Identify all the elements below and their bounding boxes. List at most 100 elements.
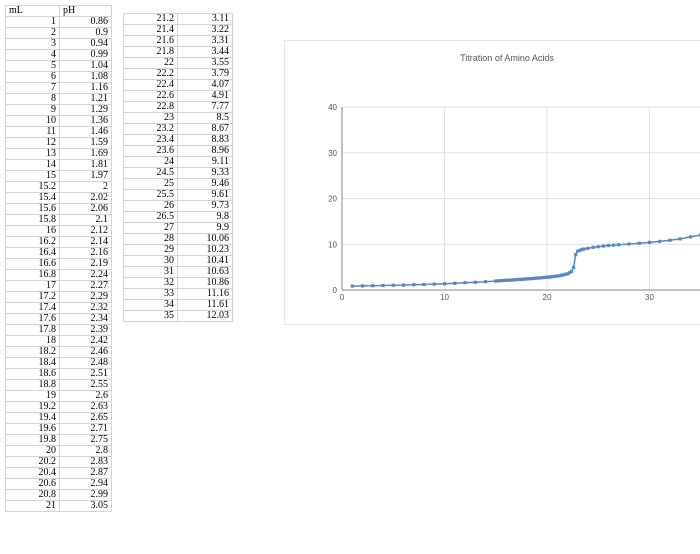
data-point[interactable] <box>591 245 595 249</box>
ph-cell[interactable]: 3.11 <box>177 13 233 25</box>
ml-cell[interactable]: 23.6 <box>123 145 178 157</box>
chart-container[interactable]: Titration of Amino Acids 0 10 20 30 40 0 10 20 3… <box>284 40 700 325</box>
data-point[interactable] <box>637 241 641 245</box>
ml-cell[interactable]: 4 <box>5 49 60 61</box>
ph-cell[interactable]: 2.27 <box>59 280 112 292</box>
ph-cell[interactable]: 1.08 <box>59 71 112 83</box>
ml-cell[interactable]: 10 <box>5 115 60 127</box>
ml-cell[interactable]: 15.6 <box>5 203 60 215</box>
data-point[interactable] <box>535 276 539 280</box>
ph-cell[interactable]: 1.36 <box>59 115 112 127</box>
data-point[interactable] <box>506 278 510 282</box>
ph-cell[interactable]: 0.86 <box>59 16 112 28</box>
ml-cell[interactable]: 20.4 <box>5 467 60 479</box>
ph-cell[interactable]: 2.19 <box>59 258 112 270</box>
ml-cell[interactable]: 19.8 <box>5 434 60 446</box>
data-point[interactable] <box>570 269 574 273</box>
data-point[interactable] <box>553 274 557 278</box>
ph-cell[interactable]: 2.75 <box>59 434 112 446</box>
ml-cell[interactable]: 16.8 <box>5 269 60 281</box>
data-point[interactable] <box>473 280 477 284</box>
data-point[interactable] <box>551 274 555 279</box>
data-point[interactable] <box>510 278 514 282</box>
ml-cell[interactable]: 23.4 <box>123 134 178 146</box>
ml-cell[interactable]: 15.4 <box>5 192 60 204</box>
ph-cell[interactable]: 3.44 <box>177 46 233 58</box>
ph-cell[interactable]: 9.33 <box>177 167 233 179</box>
ph-cell[interactable]: 2.6 <box>59 390 112 402</box>
data-point[interactable] <box>658 239 662 243</box>
data-point[interactable] <box>463 281 467 285</box>
data-point[interactable] <box>516 277 520 282</box>
ml-cell[interactable]: 2 <box>5 27 60 39</box>
ph-cell[interactable]: 2.99 <box>59 489 112 501</box>
ph-cell[interactable]: 2.83 <box>59 456 112 468</box>
ph-cell[interactable]: 2.55 <box>59 379 112 391</box>
data-point[interactable] <box>502 278 506 282</box>
ph-cell[interactable]: 3.22 <box>177 24 233 36</box>
ml-cell[interactable]: 33 <box>123 288 178 300</box>
data-point[interactable] <box>529 277 533 281</box>
data-point[interactable] <box>522 277 527 281</box>
data-point[interactable] <box>500 279 504 283</box>
ph-cell[interactable]: 3.55 <box>177 57 233 69</box>
ml-cell[interactable]: 22.4 <box>123 79 178 91</box>
ph-cell[interactable]: 10.63 <box>177 266 233 278</box>
data-point[interactable] <box>688 235 693 239</box>
ph-cell[interactable]: 2.06 <box>59 203 112 215</box>
ml-cell[interactable]: 8 <box>5 93 60 105</box>
ml-cell[interactable]: 18.6 <box>5 368 60 380</box>
ph-cell[interactable]: 3.31 <box>177 35 233 47</box>
ph-cell[interactable]: 7.77 <box>177 101 233 113</box>
ph-cell[interactable]: 2.14 <box>59 236 112 248</box>
header-ph[interactable]: pH <box>59 5 112 17</box>
data-point[interactable] <box>483 280 488 284</box>
data-point[interactable] <box>526 277 531 281</box>
data-point[interactable] <box>371 284 375 288</box>
ph-cell[interactable]: 2.29 <box>59 291 112 303</box>
ml-cell[interactable]: 20 <box>5 445 60 457</box>
data-point[interactable] <box>567 271 572 275</box>
ml-cell[interactable]: 19.4 <box>5 412 60 424</box>
data-point[interactable] <box>360 284 365 288</box>
ml-cell[interactable]: 11 <box>5 126 60 138</box>
ml-cell[interactable]: 29 <box>123 244 178 256</box>
data-point[interactable] <box>412 283 416 287</box>
ph-cell[interactable]: 3.05 <box>59 500 112 512</box>
data-point[interactable] <box>576 249 580 253</box>
data-point[interactable] <box>401 283 406 287</box>
ph-cell[interactable]: 1.69 <box>59 148 112 160</box>
ph-cell[interactable]: 2.24 <box>59 269 112 281</box>
ph-cell[interactable]: 1.29 <box>59 104 112 116</box>
data-point[interactable] <box>565 272 570 276</box>
ph-cell[interactable]: 2.12 <box>59 225 112 237</box>
ml-cell[interactable]: 16.4 <box>5 247 60 259</box>
ph-cell[interactable]: 1.16 <box>59 82 112 94</box>
ph-cell[interactable]: 1.81 <box>59 159 112 171</box>
ml-cell[interactable]: 26 <box>123 200 178 212</box>
ml-cell[interactable]: 15 <box>5 170 60 182</box>
ml-cell[interactable]: 24.5 <box>123 167 178 179</box>
ml-cell[interactable]: 19.6 <box>5 423 60 435</box>
ph-cell[interactable]: 2.63 <box>59 401 112 413</box>
ml-cell[interactable]: 25.5 <box>123 189 178 201</box>
data-point[interactable] <box>381 283 385 288</box>
ml-cell[interactable]: 21.8 <box>123 46 178 58</box>
data-point[interactable] <box>545 275 549 279</box>
data-point[interactable] <box>533 276 537 280</box>
data-point[interactable] <box>617 243 621 247</box>
ph-cell[interactable]: 9.46 <box>177 178 233 190</box>
ph-cell[interactable]: 2.02 <box>59 192 112 204</box>
data-point[interactable] <box>547 275 551 279</box>
ph-cell[interactable]: 2.1 <box>59 214 112 226</box>
data-point[interactable] <box>561 273 565 277</box>
ml-cell[interactable]: 15.2 <box>5 181 60 193</box>
data-point[interactable] <box>531 276 535 281</box>
ml-cell[interactable]: 18.4 <box>5 357 60 369</box>
data-point[interactable] <box>557 274 561 278</box>
ml-cell[interactable]: 21 <box>5 500 60 512</box>
data-point[interactable] <box>572 265 576 270</box>
ph-cell[interactable]: 1.04 <box>59 60 112 72</box>
data-point[interactable] <box>391 283 395 287</box>
data-point[interactable] <box>537 276 541 280</box>
